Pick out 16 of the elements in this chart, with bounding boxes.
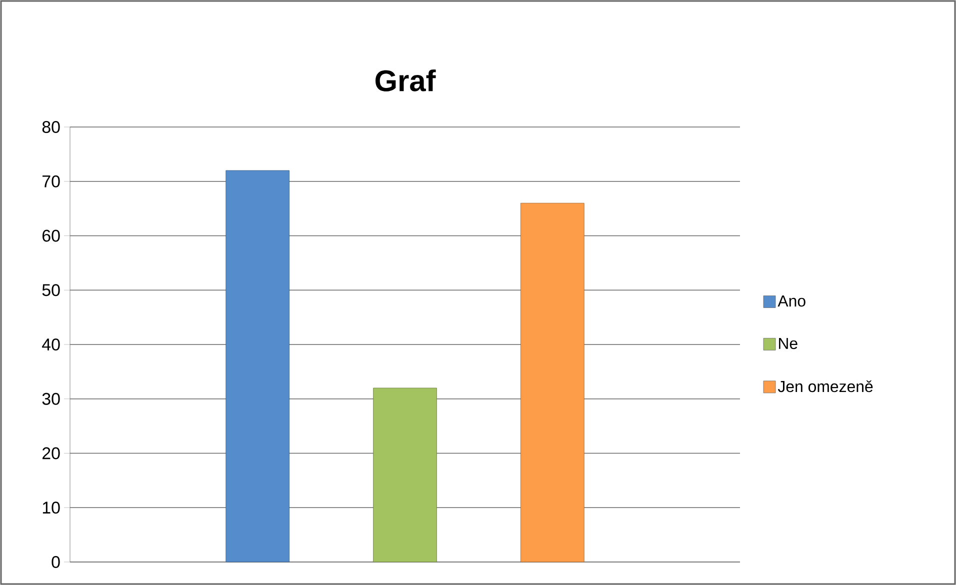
y-tick-label: 40	[42, 338, 60, 350]
legend-label: Jen omezeně	[778, 380, 873, 392]
y-tick-label: 70	[42, 175, 60, 188]
legend-label: Ano	[778, 295, 806, 307]
y-tick-label: 0	[52, 556, 60, 568]
bar	[520, 202, 584, 562]
y-tick-label: 30	[42, 392, 60, 405]
y-tick-label: 60	[42, 230, 60, 242]
chart-title: Graf	[376, 69, 436, 92]
bar	[226, 170, 290, 562]
legend-label: Ne	[779, 338, 798, 350]
y-tick-label: 20	[42, 447, 60, 460]
y-tick-label: 10	[42, 502, 60, 514]
bar	[373, 388, 437, 562]
y-tick-label: 80	[42, 120, 60, 133]
y-tick-label: 50	[42, 284, 60, 296]
